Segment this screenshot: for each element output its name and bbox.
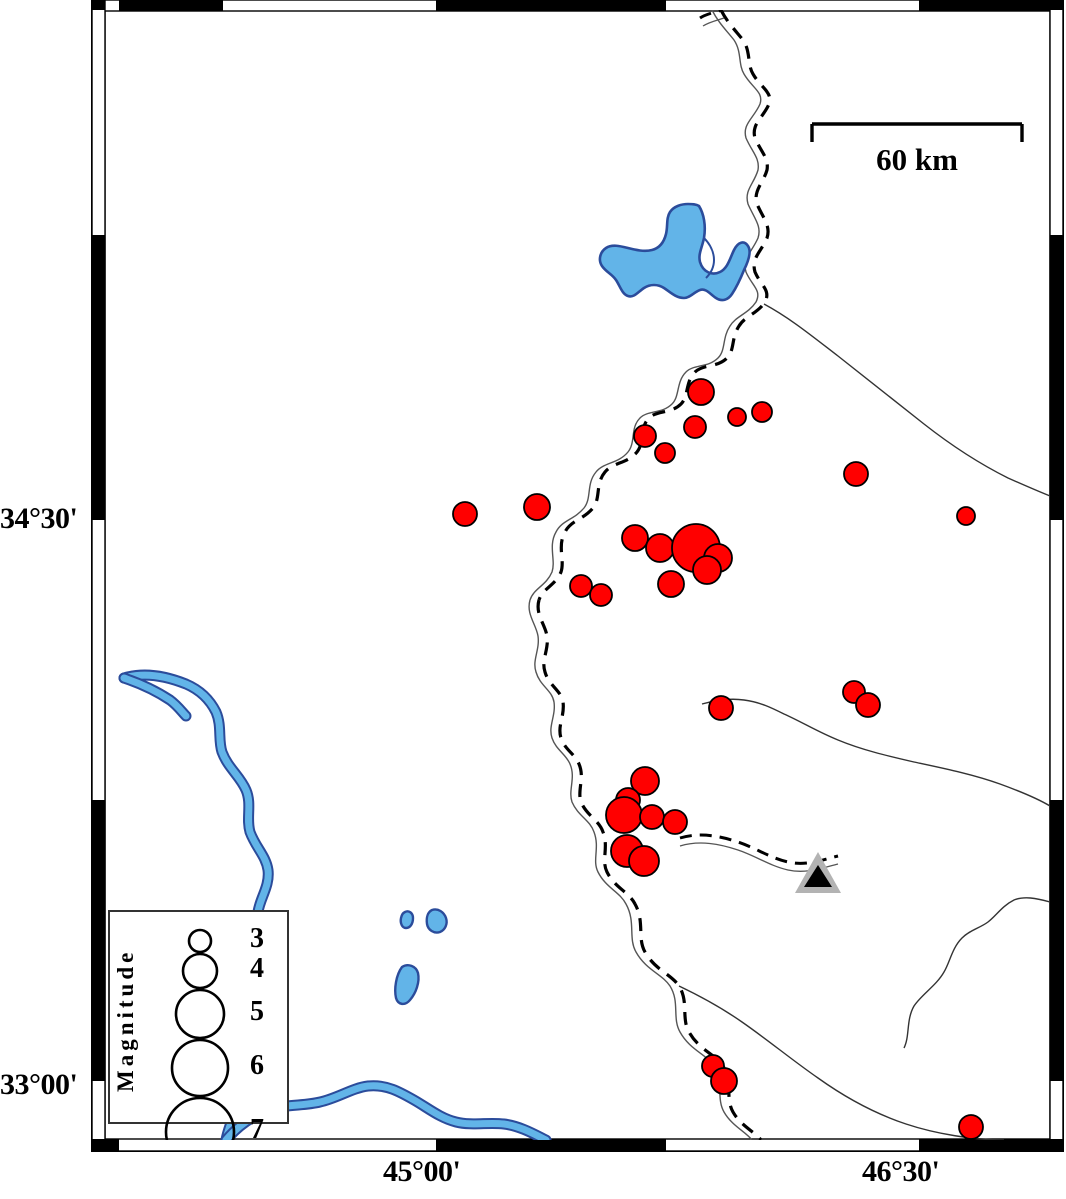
epicenter-circle (751, 401, 773, 423)
epicenter-points (452, 378, 984, 1140)
legend-symbol-circle (170, 1038, 230, 1098)
border-south-enclave (679, 833, 839, 865)
scalebar (810, 122, 1024, 142)
scalebar-label: 60 km (876, 142, 958, 177)
epicenter-circle (855, 692, 881, 718)
international-border-dashed (536, 10, 772, 1140)
legend-magnitude-4: 4 (250, 953, 264, 984)
epicenter-circle (621, 524, 649, 552)
axis-label-lon-4500: 45°00' (383, 1155, 461, 1188)
border-companion-line (528, 10, 762, 1140)
legend-title: Magnitude (113, 948, 138, 1092)
station-triangle-icon (795, 852, 841, 893)
epicenter-circle (710, 1067, 738, 1095)
marsh-patches (394, 908, 448, 1006)
administrative-lines (678, 303, 1050, 1140)
epicenter-circle (708, 695, 734, 721)
legend-symbol-circle (164, 1096, 236, 1140)
epicenter-circle (628, 845, 660, 877)
epicenter-circle (452, 501, 478, 527)
legend-magnitude-5: 5 (250, 996, 264, 1027)
legend-magnitude-3: 3 (250, 923, 264, 954)
axis-label-lon-4630: 46°30' (862, 1155, 940, 1188)
epicenter-circle (639, 804, 665, 830)
epicenter-circle (657, 570, 685, 598)
epicenter-circle (569, 574, 593, 598)
legend-magnitude-7: 7 (250, 1114, 264, 1145)
lake-reservoir (598, 202, 751, 302)
frame-top (91, 0, 1064, 12)
legend-symbol-circle (174, 988, 226, 1040)
epicenter-circle (523, 493, 551, 521)
epicenter-circle (956, 506, 976, 526)
epicenter-circle (692, 555, 722, 585)
map-frame (91, 0, 1064, 1152)
epicenter-circle (662, 809, 688, 835)
epicenter-circle (605, 796, 643, 834)
axis-label-lat-3430: 34°30' (0, 502, 78, 535)
epicenter-circle (727, 407, 747, 427)
legend-symbol-circle (187, 928, 213, 954)
epicenter-circle (589, 583, 613, 607)
epicenter-circle (645, 533, 675, 563)
epicenter-circle (630, 766, 660, 796)
epicenter-circle (633, 424, 657, 448)
frame-right (1049, 0, 1064, 1152)
epicenter-circle (843, 461, 869, 487)
epicenter-circle (958, 1114, 984, 1140)
axis-label-lat-3300: 33°00' (0, 1068, 78, 1101)
legend-box (108, 910, 289, 1124)
frame-left (91, 0, 106, 1152)
legend-magnitude-6: 6 (250, 1050, 264, 1081)
epicenter-circle (687, 378, 715, 406)
legend-symbols (164, 928, 236, 1140)
legend-symbol-circle (181, 952, 219, 990)
border-northeast-branch (699, 10, 725, 27)
frame-bottom (91, 1138, 1064, 1152)
epicenter-circle (654, 442, 676, 464)
epicenter-circle (683, 415, 707, 439)
